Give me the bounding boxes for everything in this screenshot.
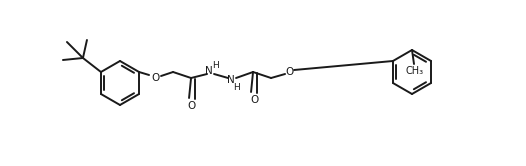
Text: O: O xyxy=(187,101,195,111)
Text: O: O xyxy=(250,95,258,105)
Text: N: N xyxy=(227,75,235,85)
Text: O: O xyxy=(151,73,159,83)
Text: H: H xyxy=(232,83,239,91)
Text: O: O xyxy=(285,67,293,77)
Text: N: N xyxy=(205,66,213,76)
Text: H: H xyxy=(211,60,218,70)
Text: CH₃: CH₃ xyxy=(406,66,424,76)
